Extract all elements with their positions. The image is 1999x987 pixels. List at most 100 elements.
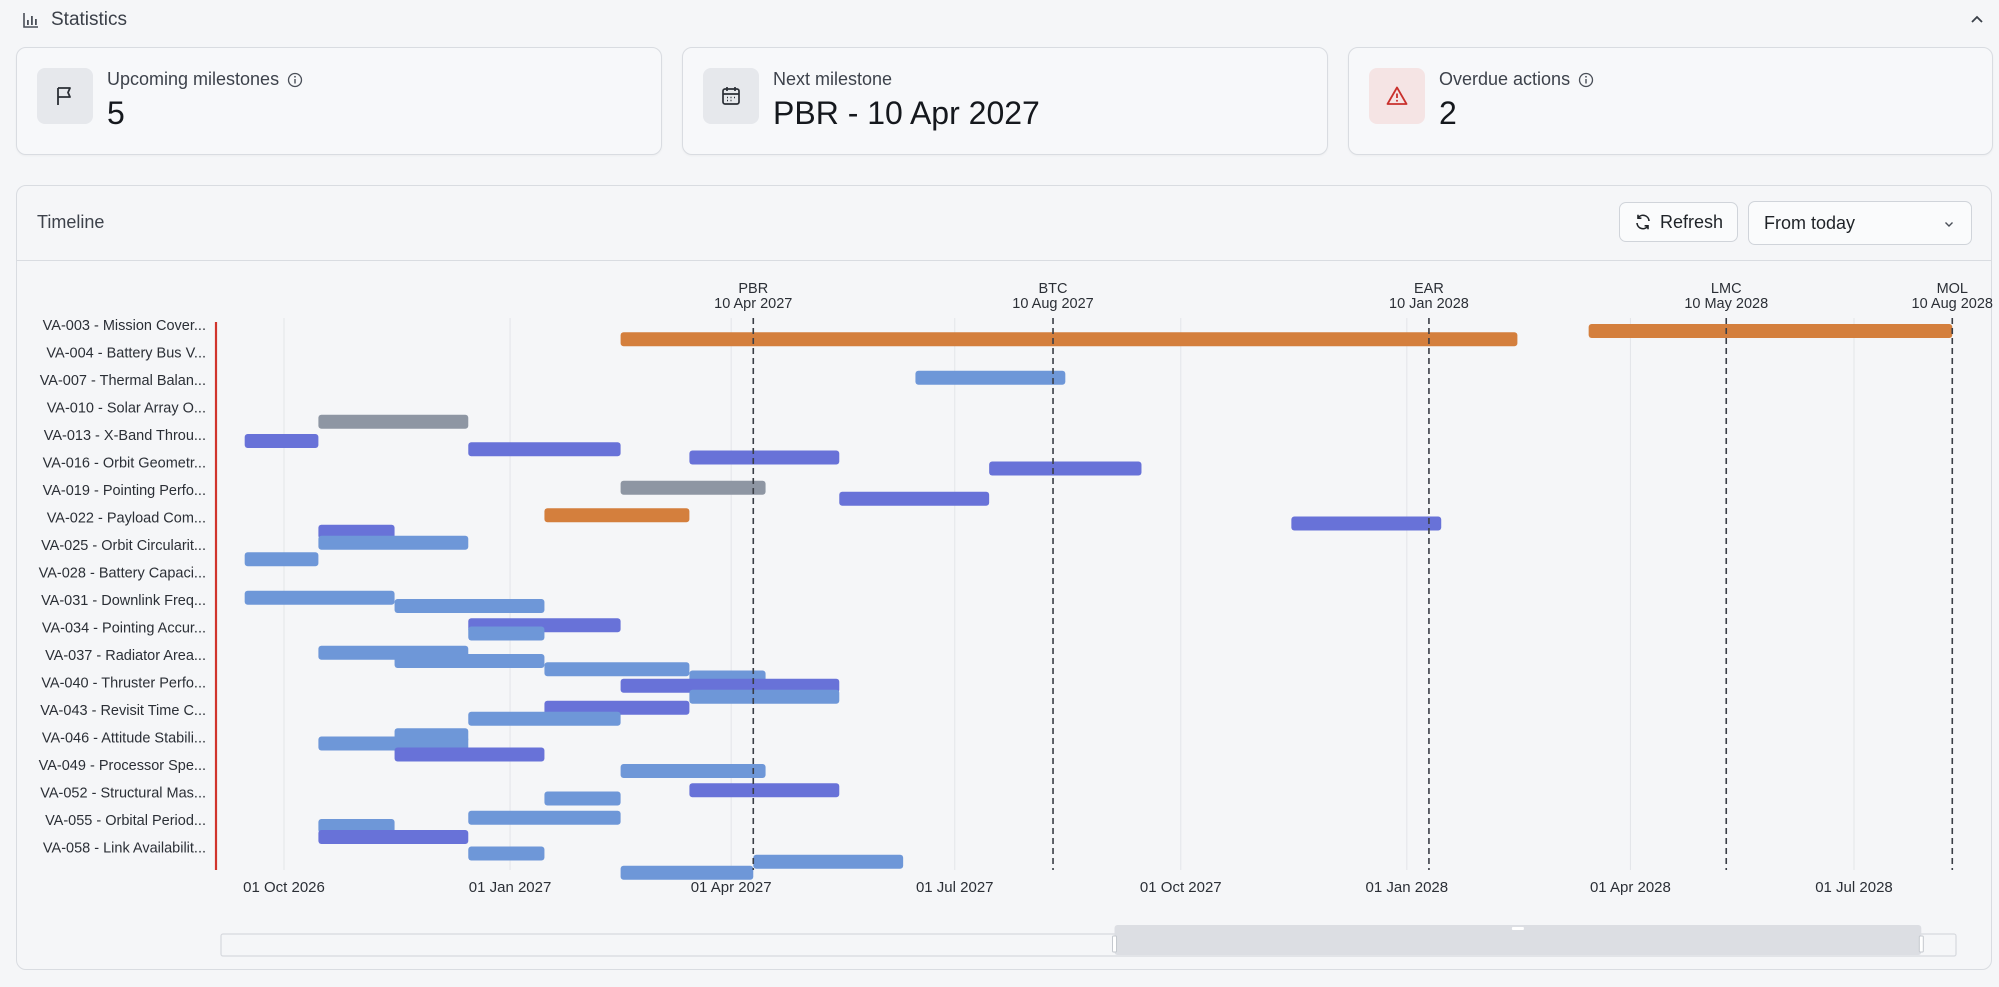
row-label: VA-013 - X-Band Throu... (44, 428, 206, 444)
milestone-date: 10 Aug 2028 (1912, 296, 1993, 312)
gantt-bar[interactable] (1588, 324, 1953, 338)
timeline-header: Timeline Refresh From today (17, 186, 1991, 261)
milestone-name: EAR (1414, 281, 1444, 297)
row-label: VA-037 - Radiator Area... (45, 648, 206, 664)
row-label: VA-052 - Structural Mas... (40, 786, 206, 802)
gantt-bar[interactable] (620, 480, 766, 495)
row-label: VA-003 - Mission Cover... (43, 318, 206, 334)
refresh-icon (1636, 214, 1650, 230)
gantt-bar[interactable] (468, 442, 621, 457)
gantt-bar[interactable] (318, 830, 469, 844)
gantt-bar[interactable] (620, 678, 840, 693)
row-label: VA-040 - Thruster Perfo... (41, 676, 206, 692)
gantt-bar[interactable] (468, 626, 545, 641)
info-icon[interactable] (1578, 72, 1594, 88)
zoom-slider-handle-right[interactable] (1918, 935, 1924, 953)
chevron-down-icon (1945, 222, 1953, 227)
milestone-date: 10 May 2028 (1684, 296, 1768, 312)
chevron-up-icon[interactable] (1968, 11, 1986, 29)
x-tick-label: 01 Oct 2026 (243, 879, 325, 896)
gantt-bar[interactable] (689, 450, 840, 465)
gantt-bar[interactable] (318, 524, 395, 539)
gantt-bar[interactable] (468, 810, 621, 825)
gantt-bar[interactable] (989, 461, 1142, 476)
row-label: VA-007 - Thermal Balan... (40, 373, 206, 389)
row-label: VA-025 - Orbit Circularit... (41, 538, 206, 554)
x-tick-label: 01 Apr 2027 (691, 879, 772, 896)
gantt-bar[interactable] (689, 783, 840, 798)
gantt-bar[interactable] (468, 846, 545, 861)
overdue-actions-card: Overdue actions 2 (1348, 47, 1993, 155)
gantt-bar[interactable] (620, 332, 1518, 347)
gantt-bar[interactable] (620, 865, 754, 880)
zoom-slider-grip[interactable] (1511, 927, 1524, 930)
gantt-bar[interactable] (244, 552, 319, 567)
gantt-bar[interactable] (244, 434, 319, 448)
x-tick-label: 01 Apr 2028 (1590, 879, 1671, 896)
milestone-name: LMC (1711, 281, 1742, 297)
row-label: VA-016 - Orbit Geometr... (43, 456, 206, 472)
refresh-button[interactable]: Refresh (1619, 202, 1738, 242)
row-label: VA-034 - Pointing Accur... (42, 621, 206, 637)
gantt-bar[interactable] (318, 535, 469, 550)
upcoming-milestones-label-text: Upcoming milestones (107, 69, 280, 89)
upcoming-milestones-value: 5 (107, 95, 125, 131)
x-tick-label: 01 Jul 2027 (916, 879, 994, 896)
overdue-actions-value: 2 (1439, 95, 1457, 131)
zoom-slider-handle-left[interactable] (1112, 935, 1118, 953)
zoom-slider-track[interactable] (220, 933, 1957, 957)
gantt-bar[interactable] (244, 590, 395, 605)
row-label: VA-004 - Battery Bus V... (46, 346, 206, 362)
info-icon[interactable] (287, 72, 303, 88)
range-select-value: From today (1764, 212, 1856, 233)
warning-triangle-icon (1386, 86, 1408, 105)
row-label: VA-049 - Processor Spe... (39, 758, 206, 774)
range-select[interactable]: From today (1748, 201, 1972, 245)
calendar-icon-box (703, 68, 759, 124)
x-tick-label: 01 Jan 2028 (1366, 879, 1449, 896)
gantt-bar[interactable] (544, 662, 690, 677)
x-tick-label: 01 Oct 2027 (1140, 879, 1222, 896)
gantt-bar[interactable] (915, 370, 1066, 385)
gantt-bar[interactable] (468, 711, 621, 726)
refresh-label: Refresh (1659, 211, 1724, 232)
next-milestone-value: PBR - 10 Apr 2027 (773, 95, 1040, 131)
overdue-actions-label-text: Overdue actions (1439, 69, 1571, 89)
row-label: VA-058 - Link Availabilit... (43, 841, 206, 857)
x-tick-label: 01 Jul 2028 (1815, 879, 1893, 896)
next-milestone-card: Next milestone PBR - 10 Apr 2027 (682, 47, 1328, 155)
milestone-name: BTC (1039, 281, 1068, 297)
bar-chart-icon (23, 13, 38, 28)
row-label: VA-022 - Payload Com... (47, 511, 206, 527)
gantt-bar[interactable] (839, 491, 990, 506)
row-label: VA-028 - Battery Capaci... (39, 566, 206, 582)
flag-icon-box (37, 68, 93, 124)
zoom-slider-window[interactable] (1114, 925, 1922, 955)
gantt-bar[interactable] (318, 414, 469, 429)
row-label: VA-055 - Orbital Period... (45, 813, 206, 829)
gantt-bar[interactable] (544, 791, 621, 806)
gantt-bar[interactable] (544, 700, 690, 715)
gantt-bar[interactable] (753, 854, 904, 869)
gantt-bar[interactable] (394, 599, 545, 613)
overdue-actions-label: Overdue actions (1439, 69, 1594, 90)
gantt-bar[interactable] (394, 747, 545, 762)
gantt-bar[interactable] (689, 689, 840, 704)
milestone-date: 10 Aug 2027 (1012, 296, 1093, 312)
milestone-name: PBR (738, 281, 768, 297)
next-milestone-label: Next milestone (773, 69, 892, 90)
statistics-header[interactable]: Statistics (0, 0, 1999, 40)
gantt-bar[interactable] (620, 764, 766, 778)
next-milestone-label-text: Next milestone (773, 69, 893, 89)
gantt-bar[interactable] (394, 654, 545, 668)
row-label: VA-046 - Attitude Stabili... (42, 731, 206, 747)
flag-icon (57, 87, 71, 105)
x-tick-label: 01 Jan 2027 (469, 879, 552, 896)
gantt-bar[interactable] (318, 736, 469, 751)
gantt-bar[interactable] (544, 508, 690, 523)
gantt-bar[interactable] (1291, 516, 1442, 531)
row-label: VA-010 - Solar Array O... (47, 401, 206, 417)
gantt-bar[interactable] (318, 819, 395, 833)
warning-icon-box (1369, 68, 1425, 124)
